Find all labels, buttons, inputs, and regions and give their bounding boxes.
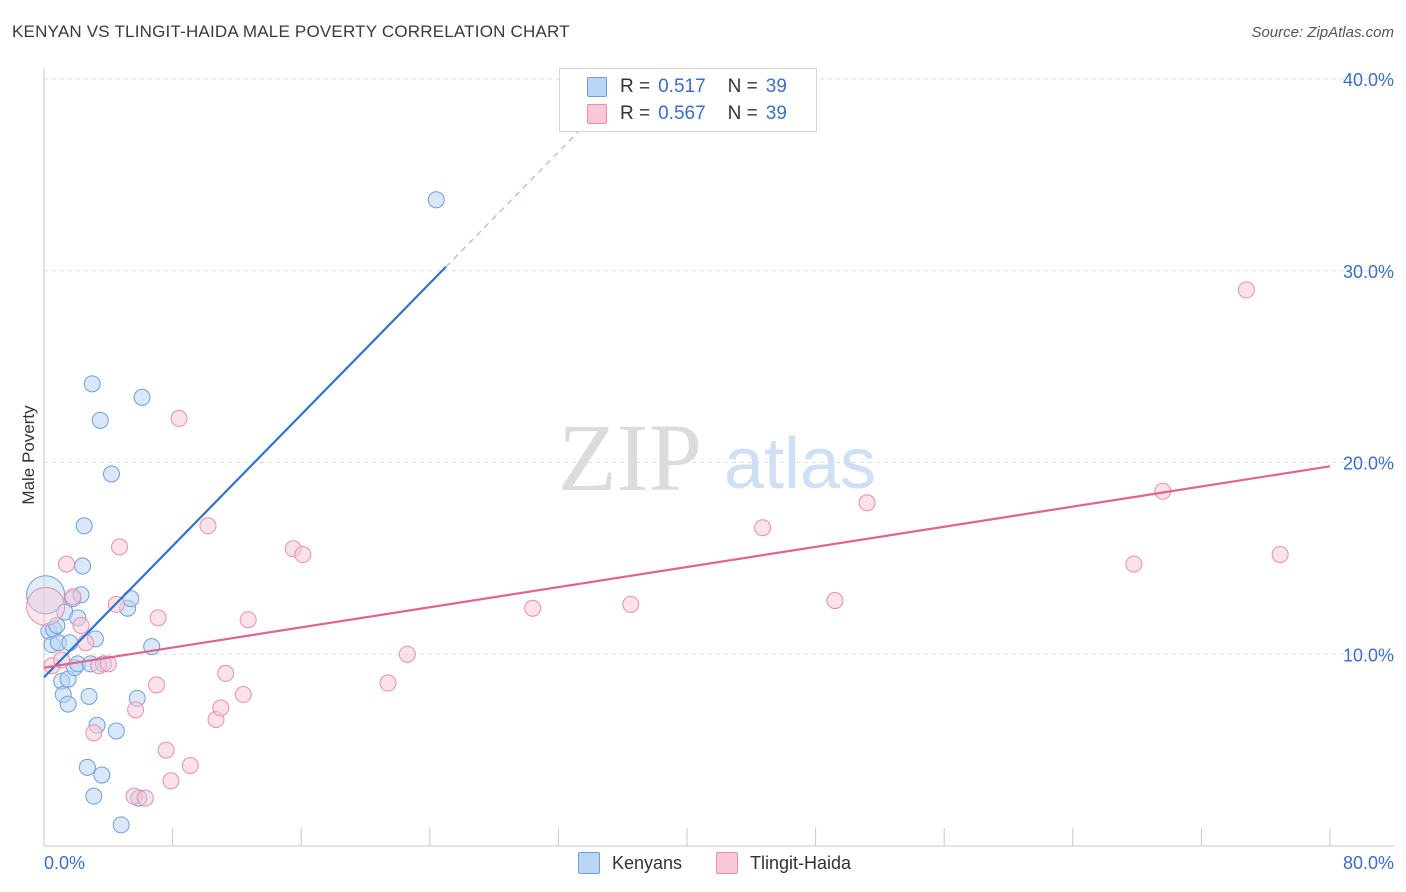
tlingit-haida-point	[212, 699, 230, 717]
tlingit-haida-point	[379, 674, 397, 692]
correlation-legend: R = 0.517 N = 39 R = 0.567 N = 39	[559, 68, 817, 132]
legend-r-value: 0.567	[658, 103, 706, 124]
tlingit-haida-point	[127, 701, 145, 719]
tlingit-haida-point	[58, 555, 76, 573]
tlingit-haida-point	[181, 756, 199, 774]
legend-n-label: N =	[727, 76, 758, 97]
tlingit-haida-trend-line	[43, 465, 1331, 669]
legend-r-value: 0.517	[658, 76, 706, 97]
tlingit-haida-point	[99, 655, 117, 673]
x-tick-label: 0.0%	[44, 853, 85, 873]
chart-title: KENYAN VS TLINGIT-HAIDA MALE POVERTY COR…	[12, 22, 570, 41]
y-tick-label: 30.0%	[1343, 262, 1394, 282]
legend-r-label: R =	[620, 76, 651, 97]
kenyans-point	[112, 816, 130, 834]
tlingit-haida-point	[398, 645, 416, 663]
tlingit-haida-point	[148, 676, 166, 694]
tlingit-haida-point	[524, 599, 542, 617]
kenyans-point	[122, 590, 140, 608]
tlingit-haida-point	[111, 538, 129, 556]
kenyans-point	[133, 388, 151, 406]
source-label: Source: ZipAtlas.com	[1251, 24, 1394, 41]
tlingit-haida-point	[72, 616, 90, 634]
kenyans-point	[91, 411, 109, 429]
kenyans-point	[61, 634, 79, 652]
tlingit-haida-point	[217, 664, 235, 682]
tlingit-haida-point	[162, 772, 180, 790]
kenyans-trend-line	[43, 266, 447, 679]
tlingit-haida-point	[858, 494, 876, 512]
legend-n-value: 39	[765, 103, 787, 124]
tlingit-haida-point	[64, 588, 82, 606]
kenyans-point	[26, 575, 66, 615]
kenyans-point	[59, 695, 77, 713]
tlingit-haida-point	[1125, 555, 1143, 573]
tlingit-haida-point	[754, 519, 772, 537]
kenyans-point	[74, 557, 92, 575]
series-label-tlingit-haida: Tlingit-Haida	[750, 852, 852, 873]
grid-lines	[44, 78, 1394, 655]
tlingit-haida-point	[157, 741, 175, 759]
tlingit-haida-point	[1271, 546, 1289, 564]
kenyans-point	[93, 766, 111, 784]
kenyans-point	[103, 465, 121, 483]
tlingit-haida-point	[199, 517, 217, 535]
y-tick-label: 20.0%	[1343, 454, 1394, 474]
x-tick-label: 80.0%	[1343, 853, 1394, 873]
watermark-atlas: atlas	[724, 424, 876, 504]
tlingit-haida-point	[26, 586, 66, 626]
kenyans-point	[107, 722, 125, 740]
data-points	[26, 191, 1289, 834]
series-swatch-tlingit-haida	[716, 852, 738, 874]
tlingit-haida-point	[622, 595, 640, 613]
kenyans-point	[83, 375, 101, 393]
tlingit-haida-point	[1237, 281, 1255, 299]
legend-row-tlingit-haida: R = 0.567 N = 39	[587, 101, 787, 127]
series-label-kenyans: Kenyans	[612, 852, 683, 873]
y-tick-label: 10.0%	[1343, 645, 1394, 665]
kenyans-point	[78, 758, 96, 776]
series-swatch-kenyans	[578, 852, 600, 874]
legend-swatch-kenyans	[587, 77, 607, 97]
watermark-zip: ZIP	[558, 404, 702, 511]
axes	[43, 68, 1394, 847]
tlingit-haida-point	[170, 409, 188, 427]
tlingit-haida-point	[149, 609, 167, 627]
trend-lines	[43, 102, 1331, 679]
legend-n-value: 39	[765, 76, 787, 97]
series-legend-tlingit-haida: Tlingit-Haida	[716, 852, 851, 874]
tlingit-haida-point	[77, 634, 95, 652]
legend-r-label: R =	[620, 103, 651, 124]
tick-labels: 10.0% 20.0% 30.0% 40.0% 0.0% 80.0%	[44, 70, 1394, 873]
series-legend: Kenyans Tlingit-Haida	[0, 852, 1406, 878]
tlingit-haida-point	[239, 611, 257, 629]
y-tick-label: 40.0%	[1343, 70, 1394, 90]
kenyans-point	[75, 517, 93, 535]
tlingit-haida-point	[826, 592, 844, 610]
legend-row-kenyans: R = 0.517 N = 39	[587, 74, 787, 100]
legend-swatch-tlingit-haida	[587, 104, 607, 124]
tlingit-haida-point	[136, 789, 154, 807]
kenyans-point	[80, 687, 98, 705]
kenyans-point	[85, 787, 103, 805]
y-axis-label: Male Poverty	[19, 405, 38, 505]
kenyans-point	[427, 191, 445, 209]
tlingit-haida-point	[294, 546, 312, 564]
tlingit-haida-point	[85, 724, 103, 742]
tlingit-haida-point	[234, 686, 252, 704]
series-legend-kenyans: Kenyans	[578, 852, 682, 874]
legend-n-label: N =	[727, 103, 758, 124]
